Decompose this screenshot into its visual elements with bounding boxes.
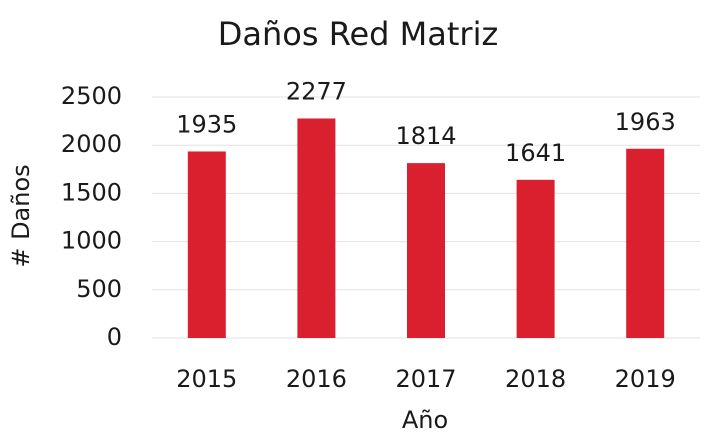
data-label: 1963 [615,108,676,136]
x-tick-label: 2015 [176,365,237,393]
data-label: 1814 [395,122,456,150]
chart-title: Daños Red Matriz [218,15,499,53]
x-axis-label: Año [402,406,448,434]
y-tick-label: 1000 [61,227,122,255]
data-label: 2277 [286,77,347,105]
x-tick-label: 2019 [615,365,676,393]
y-tick-label: 0 [107,323,122,351]
x-tick-label: 2018 [505,365,566,393]
bar [516,179,555,338]
data-label: 1935 [176,110,237,138]
y-axis-label: # Daños [7,164,35,267]
y-tick-label: 2500 [61,82,122,110]
y-tick-label: 1500 [61,178,122,206]
bar [407,163,445,338]
x-tick-label: 2016 [286,365,347,393]
bar [626,148,665,338]
y-tick-label: 2000 [61,130,122,158]
y-tick-label: 500 [76,275,122,303]
data-label: 1641 [505,139,566,167]
bar [187,151,226,338]
x-tick-label: 2017 [395,365,456,393]
bar [297,118,336,339]
